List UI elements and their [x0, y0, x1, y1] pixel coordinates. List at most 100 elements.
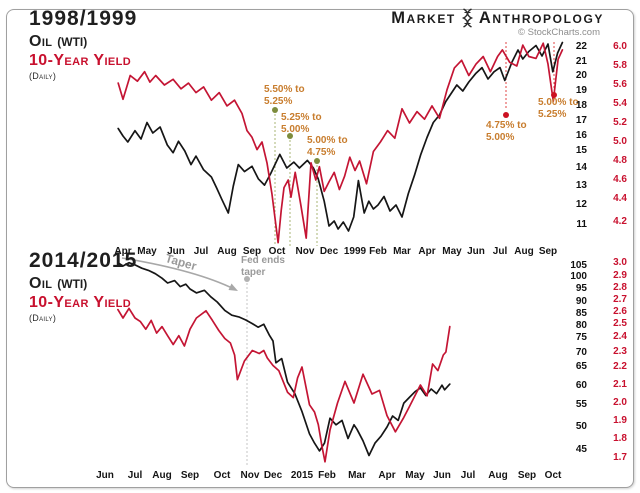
- x-axis-label: Feb: [369, 246, 387, 257]
- bottom-yield-series-label: 10-Year Yield: [29, 294, 132, 311]
- x-axis-label: Sep: [242, 246, 262, 257]
- x-axis-label: Oct: [213, 470, 231, 481]
- top-chart-legend: 1998/1999 Oil (WTI) 10-Year Yield (Daily…: [29, 7, 229, 81]
- brand-word-left: Market: [391, 8, 456, 27]
- yield-axis-label: 2.0: [613, 397, 627, 408]
- x-axis-label: Aug: [514, 246, 534, 257]
- x-axis-label: Jul: [460, 470, 476, 481]
- yield-axis-label: 5.8: [613, 60, 627, 71]
- x-axis-label: Nov: [295, 246, 315, 257]
- x-axis-label: Apr: [378, 470, 396, 481]
- top-yield-series-label: 10-Year Yield: [29, 52, 132, 69]
- yield-axis-label: 5.4: [613, 98, 627, 109]
- yield-axis-label: 5.0: [613, 136, 627, 147]
- x-axis-label: Oct: [544, 470, 562, 481]
- yield-axis-label: 2.3: [613, 346, 627, 357]
- yield-axis-label: 1.7: [613, 452, 627, 463]
- top-chart-period: 1998/1999: [29, 7, 138, 30]
- yield-axis-label: 3.0: [613, 257, 627, 268]
- oil-axis-label: 60: [575, 380, 587, 391]
- annotation-text: 4.75% to 5.00%: [486, 120, 527, 143]
- bottom-frequency-label: (Daily): [29, 313, 57, 323]
- annotation-text: 5.50% to 5.25%: [264, 84, 305, 107]
- x-axis-label: Jul: [492, 246, 508, 257]
- x-axis-label: Aug: [488, 470, 508, 481]
- oil-axis-label: 65: [575, 361, 587, 372]
- x-axis-label: Mar: [393, 246, 411, 257]
- oil-axis-label: 90: [575, 296, 587, 307]
- bottom-chart-legend: 2014/2015 Oil (WTI) 10-Year Yield (Daily…: [29, 249, 229, 323]
- x-axis-label: Jun: [167, 246, 185, 257]
- oil-axis-label: 14: [575, 162, 587, 173]
- oil-axis-label: 105: [570, 260, 587, 271]
- oil-axis-label: 19: [575, 85, 587, 96]
- yield-axis-label: 4.2: [613, 216, 627, 227]
- annotation-text: 5.00% to 5.25%: [538, 97, 579, 120]
- x-axis-label: Apr: [114, 246, 132, 257]
- yield-axis-label: 2.1: [613, 379, 627, 390]
- x-axis-label: Aug: [152, 470, 172, 481]
- x-axis-label: May: [137, 246, 157, 257]
- x-axis-label: Jun: [433, 470, 451, 481]
- annotation-text: 5.00% to 4.75%: [307, 135, 348, 158]
- oil-axis-label: 11: [576, 219, 587, 230]
- x-axis-label: Jul: [193, 246, 209, 257]
- x-axis-label: May: [405, 470, 425, 481]
- yield-axis-label: 4.4: [613, 193, 627, 204]
- oil-axis-label: 15: [575, 145, 587, 156]
- oil-axis-label: 45: [575, 444, 587, 455]
- yield-axis-label: 2.5: [613, 318, 627, 329]
- x-axis-label: Nov: [240, 470, 260, 481]
- top-frequency-label: (Daily): [29, 71, 57, 81]
- yield-axis-label: 1.8: [613, 433, 627, 444]
- x-axis-label: Jun: [96, 470, 114, 481]
- x-axis-label: Feb: [318, 470, 336, 481]
- oil-axis-label: 75: [575, 332, 587, 343]
- yield-axis-label: 2.2: [613, 361, 627, 372]
- oil-axis-label: 100: [570, 271, 587, 282]
- x-axis-label: Sep: [538, 246, 558, 257]
- x-axis-label: Aug: [217, 246, 237, 257]
- oil-axis-label: 70: [575, 347, 587, 358]
- oil-axis-label: 20: [575, 70, 587, 81]
- x-axis-label: Sep: [180, 470, 200, 481]
- x-axis-label: Mar: [348, 470, 366, 481]
- oil-axis-label: 18: [575, 100, 587, 111]
- yield-axis-label: 2.8: [613, 282, 627, 293]
- bottom-chart-period: 2014/2015: [29, 249, 138, 272]
- bottom-oil-series-label: Oil (WTI): [29, 275, 88, 292]
- oil-axis-label: 21: [575, 56, 587, 67]
- oil-axis-label: 22: [575, 41, 587, 52]
- x-axis-label: May: [442, 246, 462, 257]
- yield-axis-label: 5.6: [613, 79, 627, 90]
- brand-logo: Market Anthropology: [352, 8, 604, 28]
- dna-icon: [461, 8, 474, 28]
- x-axis-label: Dec: [263, 470, 283, 481]
- x-axis-label: 2015: [290, 470, 314, 481]
- oil-axis-label: 50: [575, 421, 587, 432]
- annotation-text: 5.25% to 5.00%: [281, 112, 322, 135]
- x-axis-label: 1999: [343, 246, 367, 257]
- x-axis-label: Sep: [517, 470, 537, 481]
- x-axis-label: Apr: [418, 246, 436, 257]
- annotation-text: Fed ends taper: [241, 255, 285, 278]
- oil-axis-label: 55: [575, 399, 587, 410]
- yield-axis-label: 4.6: [613, 174, 627, 185]
- top-oil-series-label: Oil (WTI): [29, 33, 88, 50]
- x-axis-label: Oct: [268, 246, 286, 257]
- stockcharts-credit: © StockCharts.com: [518, 27, 600, 38]
- oil-axis-label: 85: [575, 308, 587, 319]
- oil-axis-label: 16: [575, 130, 587, 141]
- oil-axis-label: 13: [575, 180, 587, 191]
- x-axis-label: Dec: [319, 246, 339, 257]
- yield-axis-label: 5.2: [613, 117, 627, 128]
- oil-axis-label: 95: [575, 283, 587, 294]
- x-axis-label: Jul: [127, 470, 143, 481]
- yield-axis-label: 2.9: [613, 270, 627, 281]
- oil-axis-label: 12: [575, 199, 587, 210]
- oil-axis-label: 80: [575, 320, 587, 331]
- brand-word-right: Anthropology: [478, 8, 604, 27]
- yield-axis-label: 2.6: [613, 306, 627, 317]
- oil-axis-label: 17: [575, 115, 587, 126]
- yield-axis-label: 6.0: [613, 41, 627, 52]
